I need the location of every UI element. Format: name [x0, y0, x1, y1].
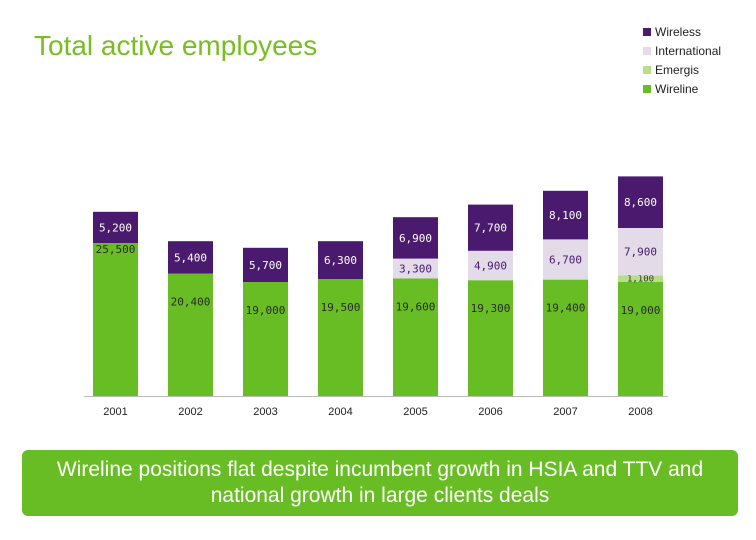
- bar-wireless-2001: [93, 211, 138, 243]
- chart-title: Total active employees: [34, 30, 318, 61]
- data-label-wireline-2004: 19,500: [321, 301, 361, 314]
- data-label-wireless-2008: 8,600: [624, 196, 657, 209]
- legend-item-emergis: Emergis: [643, 62, 721, 77]
- bar-wireless-2007: [543, 190, 588, 240]
- summary-banner: Wireline positions flat despite incumben…: [22, 450, 738, 516]
- bar-wireline-2008: [618, 282, 663, 396]
- data-label-wireless-2003: 5,700: [249, 259, 282, 272]
- legend-swatch-wireline: [643, 84, 651, 93]
- bar-wireless-2003: [243, 247, 288, 282]
- data-label-international-2007: 6,700: [549, 254, 582, 267]
- legend-item-wireline: Wireline: [643, 81, 721, 96]
- bar-wireless-2005: [393, 217, 438, 259]
- data-label-international-2006: 4,900: [474, 260, 507, 273]
- legend-label-international: International: [655, 43, 722, 58]
- data-label-wireline-2005: 19,600: [396, 300, 436, 313]
- bar-international-2008: [618, 228, 663, 276]
- bar-wireline-2006: [468, 280, 513, 396]
- x-tick-label-2006: 2006: [478, 406, 502, 418]
- bar-wireless-2008: [618, 176, 663, 228]
- x-tick-label-2005: 2005: [403, 406, 427, 418]
- legend-label-wireless: Wireless: [655, 24, 702, 39]
- data-label-emergis-2008: 1,100: [627, 275, 654, 285]
- data-label-wireline-2006: 19,300: [471, 302, 511, 315]
- data-label-wireless-2006: 7,700: [474, 222, 507, 235]
- bar-wireless-2004: [318, 241, 363, 279]
- stacked-bar-chart: 25,500 5,200 2001 20,400 5,400 2002 19,000 5,70…: [84, 176, 668, 418]
- legend-label-emergis: Emergis: [655, 62, 700, 77]
- bar-wireline-2004: [318, 279, 363, 396]
- bar-international-2007: [543, 239, 588, 280]
- data-label-wireless-2002: 5,400: [174, 251, 207, 264]
- bar-international-2006: [468, 250, 513, 281]
- data-label-wireline-2002: 20,400: [171, 296, 211, 309]
- data-label-wireline-2007: 19,400: [546, 302, 586, 315]
- legend-item-wireless: Wireless: [643, 24, 721, 39]
- x-tick-label-2004: 2004: [328, 406, 352, 418]
- x-tick-label-2007: 2007: [553, 406, 577, 418]
- data-label-wireline-2001: 25,500: [96, 243, 136, 256]
- bar-wireline-2001: [93, 243, 138, 396]
- bar-wireline-2005: [393, 278, 438, 396]
- bar-international-2005: [393, 258, 438, 279]
- bar-emergis-2008: [618, 275, 663, 282]
- legend-swatch-international: [643, 46, 651, 55]
- x-tick-label-2002: 2002: [178, 406, 202, 418]
- legend-label-wireline: Wireline: [655, 81, 699, 96]
- legend-swatch-wireless: [643, 27, 651, 36]
- data-label-wireless-2004: 6,300: [324, 254, 357, 267]
- data-label-wireless-2005: 6,900: [399, 232, 432, 245]
- chart-legend: Wireless International Emergis Wireline: [643, 24, 722, 96]
- data-label-wireless-2007: 8,100: [549, 209, 582, 222]
- data-label-international-2005: 3,300: [399, 263, 432, 276]
- legend-swatch-emergis: [643, 65, 651, 74]
- bar-wireline-2002: [168, 273, 213, 396]
- bar-wireless-2002: [168, 241, 213, 274]
- data-label-international-2008: 7,900: [624, 246, 657, 259]
- x-tick-label-2001: 2001: [103, 406, 127, 418]
- x-tick-label-2008: 2008: [628, 406, 652, 418]
- x-tick-label-2003: 2003: [253, 406, 277, 418]
- bar-wireless-2006: [468, 204, 513, 251]
- data-label-wireline-2003: 19,000: [246, 304, 286, 317]
- data-label-wireless-2001: 5,200: [99, 221, 132, 234]
- bar-wireline-2003: [243, 282, 288, 396]
- legend-item-international: International: [643, 43, 722, 58]
- data-label-wireline-2008: 19,000: [621, 304, 661, 317]
- bar-wireline-2007: [543, 279, 588, 396]
